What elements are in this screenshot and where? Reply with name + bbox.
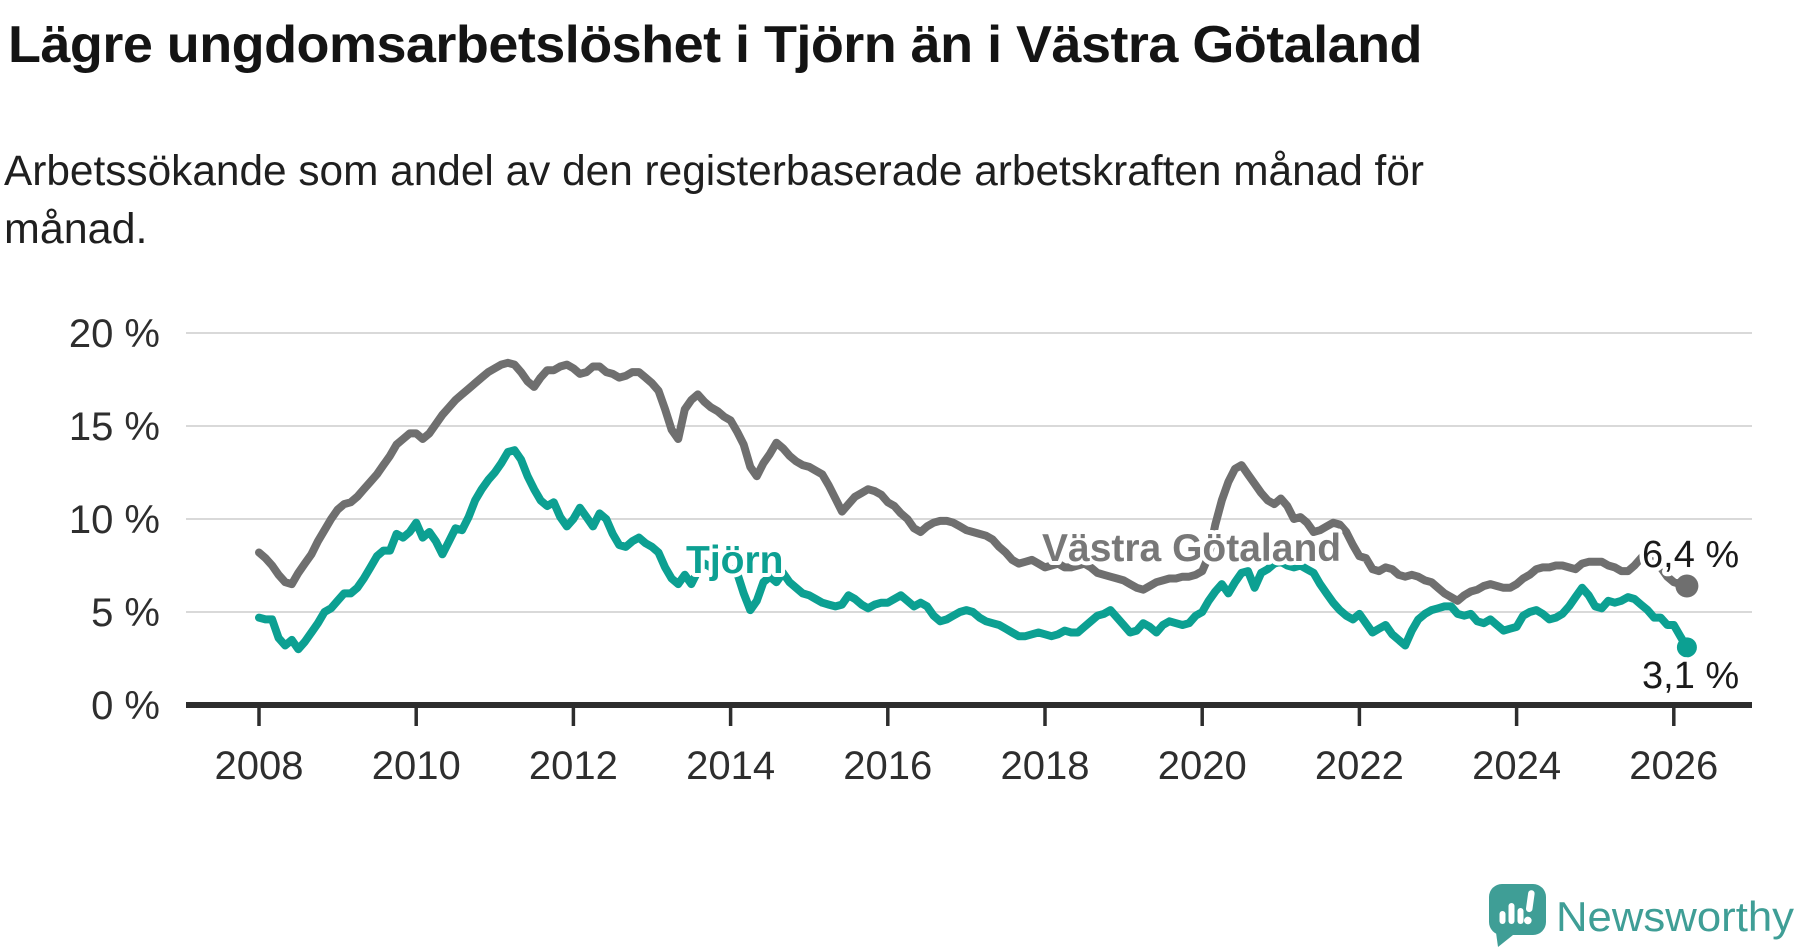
x-axis-label-2026: 2026	[1629, 744, 1718, 788]
series-label-tjorn: Tjörn	[686, 539, 783, 582]
series-line-vastra-gotaland	[255, 358, 1691, 605]
y-axis-label-5: 5 %	[91, 591, 160, 635]
x-axis-label-2016: 2016	[843, 744, 932, 788]
y-axis-label-10: 10 %	[69, 498, 160, 542]
series-end-dot-tjorn	[1676, 637, 1697, 658]
logo-bubble-tail	[1494, 918, 1518, 947]
data-series	[255, 358, 1699, 658]
y-axis-label-20: 20 %	[69, 312, 160, 356]
x-axis-label-2020: 2020	[1158, 744, 1247, 788]
y-axis-label-15: 15 %	[69, 405, 160, 449]
newsworthy-logo: Newsworthy	[1489, 884, 1794, 947]
series-line-tjorn	[255, 446, 1691, 654]
gridlines	[186, 332, 1752, 613]
subtitle-line-2: månad.	[4, 205, 147, 253]
logo-bars-icon	[1499, 903, 1524, 924]
x-axis-label-2012: 2012	[529, 744, 618, 788]
x-axis-label-2008: 2008	[215, 744, 304, 788]
subtitle-line-1: Arbetssökande som andel av den registerb…	[4, 147, 1424, 195]
x-axis-label-2024: 2024	[1472, 744, 1561, 788]
x-axis-label-2018: 2018	[1001, 744, 1090, 788]
newsworthy-logo-icon	[1489, 884, 1546, 947]
x-axis-label-2022: 2022	[1315, 744, 1404, 788]
page-title: Lägre ungdomsarbetslöshet i Tjörn än i V…	[8, 16, 1422, 74]
value-label-vastra-gotaland: 6,4 %	[1642, 534, 1739, 576]
y-axis-label-0: 0 %	[91, 684, 160, 728]
series-end-dot-vastra-gotaland	[1675, 574, 1699, 598]
value-label-tjorn: 3,1 %	[1642, 655, 1739, 697]
axes: 20 % 15 % 10 % 5 % 0 % 2008 2010 2012 2014 2016 20…	[69, 312, 1752, 788]
x-axis-label-2014: 2014	[686, 744, 775, 788]
logo-exclamation-icon	[1524, 890, 1535, 925]
x-axis-label-2010: 2010	[372, 744, 461, 788]
series-label-vastra-gotaland: Västra Götaland	[1042, 527, 1341, 570]
newsworthy-logo-text: Newsworthy	[1556, 893, 1794, 940]
